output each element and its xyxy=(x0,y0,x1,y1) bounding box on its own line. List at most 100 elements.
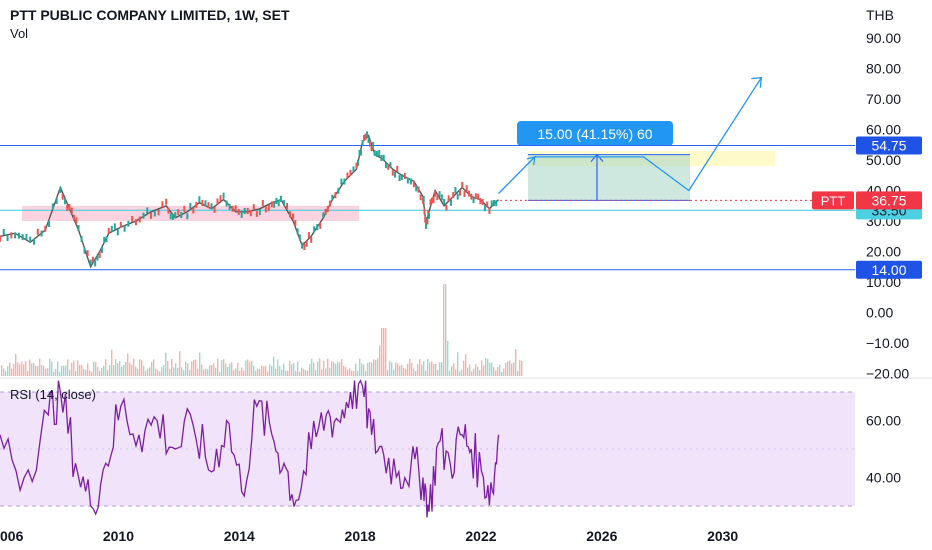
volume-bar xyxy=(1,365,3,376)
volume-bar xyxy=(499,364,501,376)
candle-up xyxy=(6,235,9,242)
candle-up xyxy=(2,229,5,236)
volume-bar xyxy=(45,368,47,376)
volume-bar xyxy=(509,360,511,376)
volume-bar xyxy=(77,360,79,376)
candle-down xyxy=(70,207,73,214)
candle-down xyxy=(216,198,219,205)
candle-up xyxy=(32,238,35,245)
volume-bar xyxy=(85,370,87,376)
candle-down xyxy=(91,256,94,263)
volume-bar xyxy=(495,370,497,376)
rsi-label: RSI (14, close) xyxy=(10,387,96,402)
volume-bar xyxy=(257,368,259,376)
candle-up xyxy=(422,196,425,203)
volume-bar xyxy=(151,361,153,376)
volume-bar xyxy=(117,363,119,376)
volume-bar xyxy=(163,365,165,376)
volume-bar xyxy=(147,368,149,376)
volume-bar xyxy=(439,362,441,376)
price-axis-tick: −10.00 xyxy=(866,335,909,351)
candle-down xyxy=(150,212,153,219)
candle-down xyxy=(346,172,349,179)
volume-bar xyxy=(89,370,91,376)
candle-up xyxy=(100,246,103,253)
volume-bar xyxy=(55,368,57,376)
volume-bar xyxy=(503,368,505,376)
volume-bar xyxy=(119,360,121,376)
volume-bar xyxy=(463,360,465,376)
volume-bar xyxy=(275,368,277,376)
volume-bar xyxy=(137,368,139,376)
candle-down xyxy=(479,198,482,205)
candle-up xyxy=(169,213,172,220)
volume-bar xyxy=(247,359,249,376)
volume-bar xyxy=(17,362,19,376)
volume-bar xyxy=(331,361,333,376)
candle-up xyxy=(83,247,86,254)
volume-bar xyxy=(91,371,93,376)
candle-down xyxy=(349,169,352,176)
candle-up xyxy=(495,200,498,207)
volume-bar xyxy=(477,366,479,376)
candle-up xyxy=(378,150,381,157)
volume-bar xyxy=(51,361,53,376)
volume-bar xyxy=(263,366,265,376)
volume-bar xyxy=(297,361,299,376)
volume-bar xyxy=(349,368,351,376)
candle-up xyxy=(394,171,397,178)
volume-bar xyxy=(305,370,307,376)
volume-bar xyxy=(373,359,375,376)
volume-bar xyxy=(455,369,457,376)
candle-up xyxy=(316,224,319,231)
candle-down xyxy=(207,202,210,209)
volume-bar xyxy=(23,364,25,376)
candle-down xyxy=(138,216,141,223)
volume-bar xyxy=(93,361,95,376)
last-price-bg xyxy=(856,191,922,210)
candle-down xyxy=(447,195,450,202)
measure-arrowhead xyxy=(590,153,604,163)
candle-up xyxy=(55,197,58,204)
candle-down xyxy=(237,209,240,216)
volume-bar xyxy=(143,366,145,376)
candle-down xyxy=(157,209,160,216)
volume-bar xyxy=(255,370,257,376)
volume-bar xyxy=(261,365,263,376)
candle-up xyxy=(449,199,452,206)
volume-bar xyxy=(135,366,137,376)
time-axis-tick: 006 xyxy=(0,528,24,544)
candle-up xyxy=(380,154,383,161)
volume-bar xyxy=(75,370,77,376)
volume-bar xyxy=(431,361,433,376)
candle-up xyxy=(456,193,459,200)
volume-bar xyxy=(295,370,297,376)
candle-up xyxy=(80,235,83,242)
volume-bar xyxy=(233,370,235,376)
volume-bar xyxy=(299,371,301,376)
candle-up xyxy=(17,232,20,239)
candle-up xyxy=(492,200,495,207)
candle-down xyxy=(161,201,164,208)
candle-up xyxy=(279,195,282,202)
time-axis-tick: 2010 xyxy=(103,528,134,544)
candle-down xyxy=(10,232,13,239)
candle-down xyxy=(412,181,415,188)
rsi-axis-tick: 60.00 xyxy=(866,413,901,429)
volume-bar xyxy=(145,370,147,376)
time-axis-tick: 2018 xyxy=(345,528,376,544)
candle-down xyxy=(355,162,358,169)
candle-down xyxy=(307,232,310,239)
time-axis-tick: 2022 xyxy=(465,528,496,544)
candle-down xyxy=(86,250,89,257)
candle-up xyxy=(322,212,325,219)
candle-up xyxy=(153,210,156,217)
candle-up xyxy=(360,149,363,156)
volume-bar xyxy=(383,328,385,376)
candle-down xyxy=(474,193,477,200)
volume-bar xyxy=(183,370,185,376)
candle-up xyxy=(358,149,361,156)
volume-bar xyxy=(167,360,169,376)
volume-bar xyxy=(175,363,177,376)
